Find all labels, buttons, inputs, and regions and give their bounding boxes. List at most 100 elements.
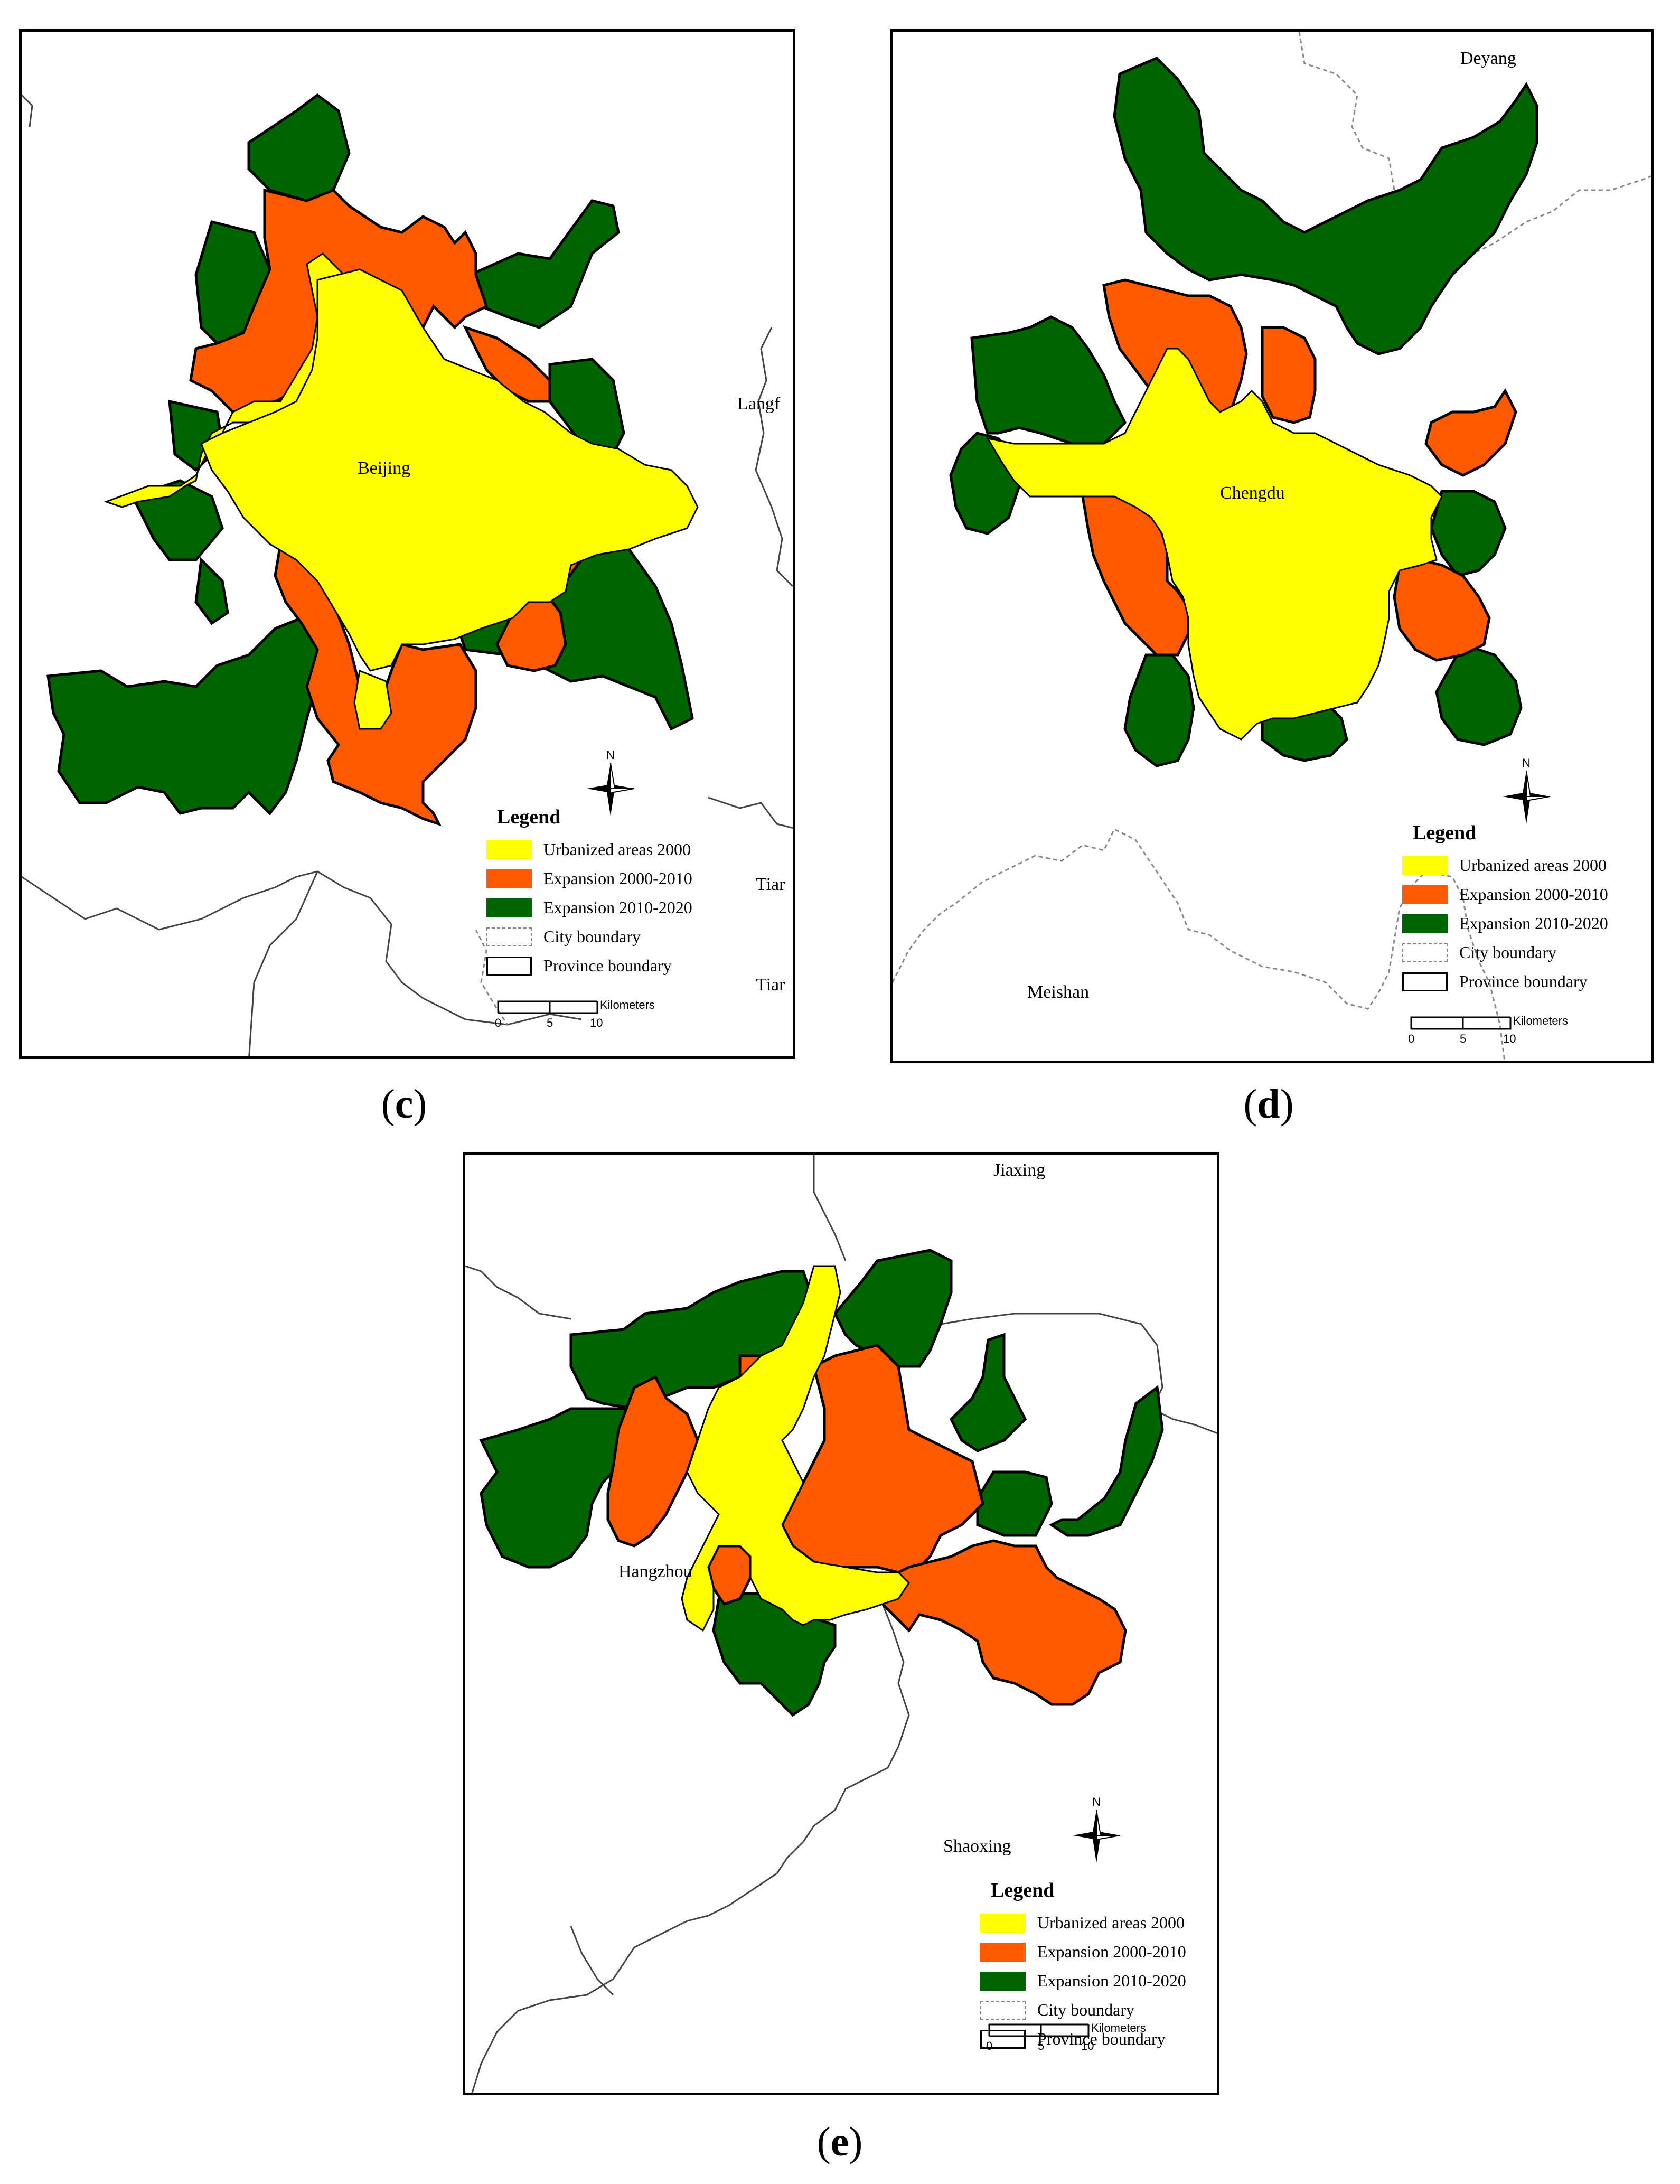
beijing-map: [22, 93, 793, 1056]
swatch-province-boundary: [486, 956, 532, 976]
north-label: N: [1092, 1795, 1101, 1808]
swatch-city-boundary: [486, 927, 532, 946]
city-boundary-line: [755, 327, 793, 587]
city-boundary-line: [893, 828, 1506, 1061]
scale-tick-10: 10: [1081, 2039, 1094, 2052]
neighbor-label-shaoxing: Shaoxing: [943, 1836, 1011, 1856]
neighbor-label-langfang: Langf: [737, 394, 781, 414]
expansion-2010-2020-layer: [479, 1249, 1164, 1717]
legend-item-urbanized: Urbanized areas 2000: [980, 1908, 1186, 1937]
swatch-city-boundary: [980, 2000, 1026, 2020]
legend-item-expansion-2010-2020: Expansion 2010-2020: [1402, 909, 1608, 938]
legend-item-urbanized: Urbanized areas 2000: [1402, 851, 1608, 880]
swatch-province-boundary: [980, 2029, 1026, 2049]
legend: Legend Urbanized areas 2000 Expansion 20…: [980, 1879, 1186, 2054]
swatch-expansion-2000-2010: [980, 1942, 1026, 1962]
north-arrow-icon: N: [1503, 756, 1551, 824]
urbanized-2000-layer: [986, 348, 1443, 741]
scale-bar: Kilometers 0 5 10: [986, 2021, 1147, 2058]
legend-item-province-boundary: Province boundary: [1402, 967, 1608, 996]
north-label: N: [1522, 756, 1531, 770]
legend-item-expansion-2000-2010: Expansion 2000-2010: [1402, 880, 1608, 909]
legend-label: Urbanized areas 2000: [1459, 856, 1607, 875]
legend-item-province-boundary: Province boundary: [980, 2024, 1186, 2054]
urbanized-2000-layer: [104, 252, 699, 730]
panel-caption-e: (e): [816, 2119, 863, 2164]
neighbor-label-deyang: Deyang: [1460, 49, 1516, 68]
legend-title: Legend: [1413, 822, 1477, 844]
legend-label: Expansion 2010-2020: [543, 898, 692, 917]
city-boundary-line: [22, 870, 582, 1026]
expansion-2000-2010-layer: [606, 1344, 1127, 1706]
scale-tick-5: 5: [547, 1016, 553, 1029]
legend-label: Expansion 2000-2010: [1037, 1942, 1186, 1961]
swatch-expansion-2010-2020: [980, 1971, 1026, 1991]
panel-caption-d: (d): [1243, 1081, 1294, 1127]
swatch-expansion-2000-2010: [1402, 885, 1448, 904]
scale-tick-10: 10: [590, 1016, 603, 1029]
map-panel-beijing: Beijing Langf Tiar Tiar N Legend Urbaniz…: [19, 29, 795, 1059]
swatch-city-boundary: [1402, 943, 1448, 962]
legend-label: Province boundary: [1037, 2029, 1166, 2048]
city-boundary-line: [22, 94, 33, 127]
panel-caption-c: (c): [381, 1081, 427, 1127]
city-label-chengdu: Chengdu: [1220, 483, 1285, 503]
north-label: N: [606, 748, 615, 762]
legend-label: Province boundary: [543, 956, 672, 975]
hangzhou-map: [465, 1155, 1217, 2093]
map-panel-chengdu: Chengdu Deyang Meishan N Legend Urbanize…: [890, 29, 1654, 1063]
legend-title: Legend: [497, 806, 561, 828]
city-label-beijing: Beijing: [358, 458, 411, 478]
chengdu-map: [893, 32, 1651, 1061]
legend-item-expansion-2000-2010: Expansion 2000-2010: [486, 864, 692, 893]
urbanized-2000-layer: [681, 1265, 910, 1632]
neighbor-label-jiaxing: Jiaxing: [993, 1160, 1046, 1180]
legend-label: Expansion 2010-2020: [1037, 1971, 1186, 1990]
legend-item-expansion-2000-2010: Expansion 2000-2010: [980, 1937, 1186, 1966]
scale-unit: Kilometers: [1513, 1014, 1568, 1027]
city-boundary-line: [475, 929, 509, 1025]
neighbor-label-meishan: Meishan: [1027, 982, 1090, 1002]
scale-unit: Kilometers: [600, 998, 655, 1011]
city-boundary-line: [471, 1604, 910, 2093]
city-boundary-line: [708, 796, 793, 829]
legend-label: Expansion 2000-2010: [1459, 885, 1608, 904]
scale-tick-10: 10: [1503, 1032, 1516, 1045]
legend-label: Expansion 2010-2020: [1459, 914, 1608, 933]
city-boundary-line: [248, 871, 318, 1056]
scale-bar: Kilometers 0 5 10: [495, 998, 655, 1035]
scale-tick-5: 5: [1460, 1032, 1467, 1045]
scale-bar: Kilometers 0 5 10: [1408, 1014, 1569, 1051]
legend-label: Expansion 2000-2010: [543, 869, 692, 888]
city-boundary-line: [570, 1926, 614, 1996]
legend-item-city-boundary: City boundary: [980, 1995, 1186, 2024]
legend-label: City boundary: [1037, 2000, 1134, 2019]
city-boundary-line: [813, 1155, 847, 1261]
swatch-urbanized: [980, 1913, 1026, 1933]
legend-label: Urbanized areas 2000: [1037, 1913, 1185, 1932]
city-label-hangzhou: Hangzhou: [618, 1562, 692, 1581]
legend-item-city-boundary: City boundary: [1402, 938, 1608, 967]
city-boundary-line: [940, 1313, 1217, 1434]
swatch-expansion-2000-2010: [486, 869, 532, 888]
legend: Legend Urbanized areas 2000 Expansion 20…: [1402, 821, 1608, 996]
legend-label: Province boundary: [1459, 972, 1588, 991]
scale-tick-0: 0: [1408, 1032, 1415, 1045]
swatch-expansion-2010-2020: [1402, 914, 1448, 933]
scale-tick-5: 5: [1038, 2039, 1045, 2052]
legend-label: City boundary: [1459, 943, 1556, 962]
swatch-urbanized: [1402, 856, 1448, 875]
north-arrow-icon: N: [1073, 1795, 1121, 1863]
legend-item-urbanized: Urbanized areas 2000: [486, 835, 692, 864]
legend-label: Urbanized areas 2000: [543, 840, 691, 859]
legend-title: Legend: [991, 1879, 1055, 1901]
legend-item-expansion-2010-2020: Expansion 2010-2020: [980, 1966, 1186, 1995]
swatch-province-boundary: [1402, 972, 1448, 991]
scale-unit: Kilometers: [1091, 2021, 1146, 2035]
legend: Legend Urbanized areas 2000 Expansion 20…: [486, 805, 692, 980]
neighbor-label-tianjin-2: Tiar: [756, 975, 785, 995]
north-arrow-icon: N: [587, 748, 635, 816]
neighbor-label-tianjin-1: Tiar: [756, 875, 785, 894]
swatch-urbanized: [486, 840, 532, 859]
swatch-expansion-2010-2020: [486, 898, 532, 917]
